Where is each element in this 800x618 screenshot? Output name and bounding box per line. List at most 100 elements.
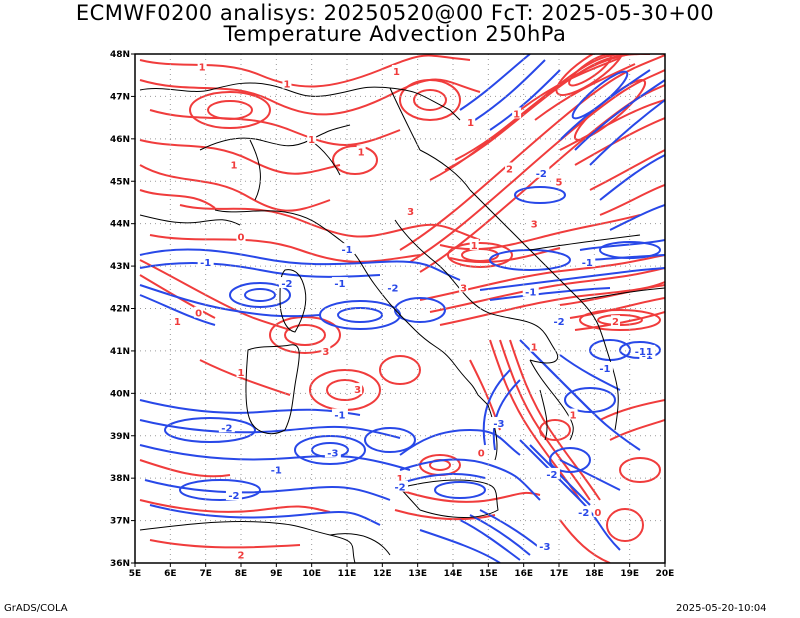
contour-label: 1 [174, 317, 181, 328]
contour-label: 0 [195, 309, 202, 320]
contour-label-bg [593, 506, 603, 518]
contour-label: 3 [407, 207, 414, 218]
contour-label: 1 [283, 80, 290, 91]
contour-label-bg [476, 446, 486, 458]
contour-label-bg [596, 361, 613, 373]
lon-tick-label: 20E [656, 569, 675, 579]
contour-label-bg [218, 421, 235, 433]
contour-label: 1 [467, 118, 474, 129]
contour-label: 1 [238, 368, 245, 379]
contour-label-bg [268, 463, 285, 475]
contour-label: 1 [570, 411, 577, 422]
contour-label: 1 [471, 241, 478, 252]
contour-label-bg [331, 408, 348, 420]
contour-label-bg [229, 158, 239, 170]
contour-label: 1 [513, 109, 520, 120]
contour-label: 2 [612, 317, 619, 328]
lon-tick-label: 17E [550, 569, 569, 579]
lon-tick-label: 11E [338, 569, 357, 579]
lat-tick-label: 46N [110, 135, 130, 145]
contour-label: 5 [556, 177, 563, 188]
lon-tick-label: 15E [479, 569, 498, 579]
contour-label-bg [554, 175, 564, 187]
lat-tick-label: 43N [110, 262, 130, 272]
contour-label: 1 [397, 474, 404, 485]
contour-label-bg [331, 277, 348, 289]
contour-label: -2 [536, 169, 547, 180]
contour-label-bg [197, 255, 214, 267]
lat-tick-label: 41N [110, 347, 130, 357]
lat-tick-label: 45N [110, 177, 130, 187]
contour-label-bg [490, 417, 507, 429]
contour-label-bg [324, 446, 341, 458]
map-subtitle: Temperature Advection 250hPa [223, 22, 567, 46]
lon-tick-label: 18E [585, 569, 604, 579]
contour-label-bg [505, 162, 515, 174]
contour-label: -1 [642, 351, 653, 362]
contour-label: -2 [387, 283, 398, 294]
contour-label: 3 [460, 283, 467, 294]
contour-label-bg [384, 281, 401, 293]
software-credit: GrADS/COLA [4, 603, 68, 614]
contour-label: 3 [531, 220, 538, 231]
lat-tick-label: 42N [110, 305, 130, 315]
contour-label-bg [307, 132, 317, 144]
positive-contours [139, 54, 665, 563]
contour-label-bg [391, 64, 401, 76]
lat-tick-label: 48N [110, 50, 130, 60]
contour-label: -3 [539, 542, 550, 553]
contour-label-bg [356, 145, 366, 157]
contour-label: 0 [478, 449, 485, 460]
contour-label-bg [194, 306, 204, 318]
contour-label: 1 [230, 160, 237, 171]
contour-label: -1 [341, 245, 352, 256]
lat-tick-label: 44N [110, 220, 130, 230]
contour-label-bg [575, 506, 592, 518]
contour-label: -2 [394, 483, 405, 494]
contour-label-bg [225, 489, 242, 501]
contour-label-bg [536, 540, 553, 552]
map-title: ECMWF0200 analisys: 20250520@00 FcT: 202… [75, 1, 715, 25]
lon-tick-label: 16E [514, 569, 533, 579]
render-timestamp: 2025-05-20-10:04 [676, 603, 767, 614]
contour-label: 3 [354, 385, 361, 396]
lon-tick-label: 10E [302, 569, 321, 579]
contour-label: -11 [635, 347, 653, 358]
contour-label-bg [236, 366, 246, 378]
contour-label-bg [339, 243, 355, 255]
lon-tick-label: 6E [164, 569, 176, 579]
contour-label: -1 [582, 258, 593, 269]
contour-label-bg [278, 277, 295, 289]
contour-label-bg [543, 467, 560, 479]
contour-label: 1 [199, 63, 206, 74]
contour-label-bg [236, 230, 246, 242]
contour-label: -1 [334, 411, 345, 422]
contour-label-bg [551, 315, 567, 327]
contour-label-bg [632, 344, 656, 356]
lat-tick-label: 38N [110, 474, 130, 484]
contour-label: 0 [594, 508, 601, 519]
contour-label-bg [568, 408, 578, 420]
contour-label-bg [512, 107, 522, 119]
contour-label: 3 [322, 347, 329, 358]
coastlines [139, 82, 665, 563]
lon-tick-label: 14E [444, 569, 463, 579]
lon-tick-label: 9E [270, 569, 282, 579]
graticule [135, 54, 665, 563]
contour-label: 2 [238, 551, 245, 562]
contour-label: 1 [393, 67, 400, 78]
contour-label: -2 [553, 317, 564, 328]
contour-label-bg [406, 204, 416, 216]
contour-label: -1 [271, 466, 282, 477]
longitude-axis: 5E 6E 7E 8E 9E 10E 11E 12E 13E 14E 15E 16E 17E 18E 19E… [129, 563, 675, 579]
contour-label-bg [529, 217, 539, 229]
contour-label-bg [282, 77, 292, 89]
lat-tick-label: 40N [110, 389, 130, 399]
contour-label: 0 [238, 232, 245, 243]
contour-label: -1 [200, 258, 211, 269]
contour-label: -1 [525, 288, 536, 299]
contour-label-bg [392, 480, 408, 492]
lon-tick-label: 12E [373, 569, 392, 579]
